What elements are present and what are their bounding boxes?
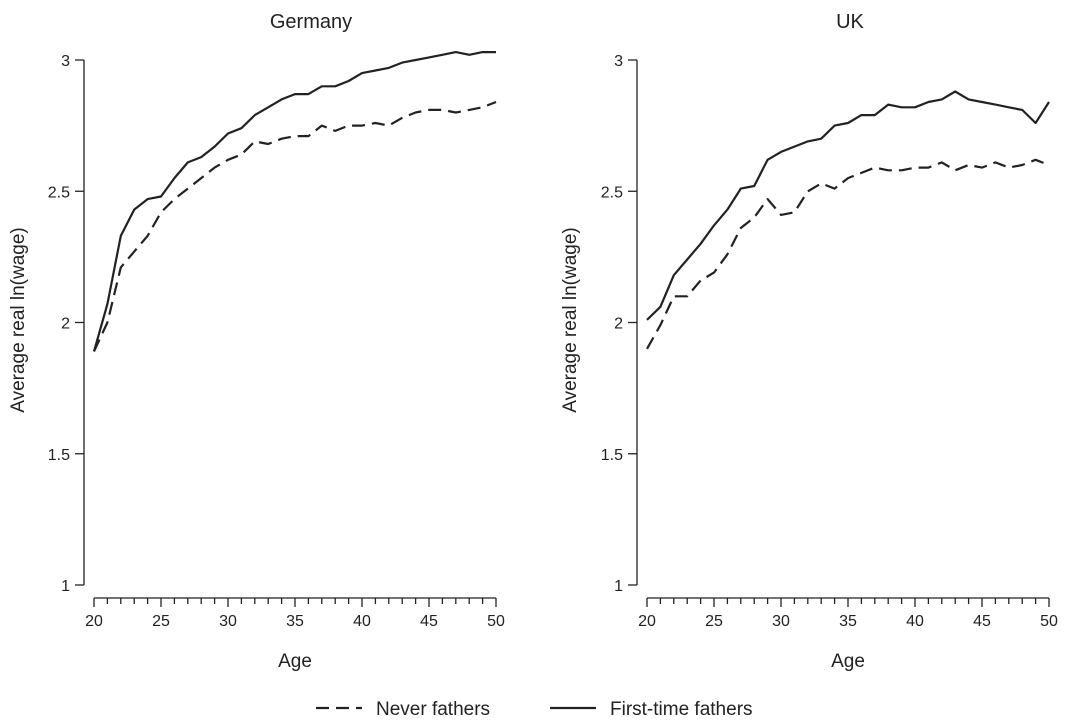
- y-tick-label-germany: 2.5: [48, 184, 70, 201]
- y-tick-label-uk: 1: [614, 578, 623, 595]
- x-axis-label-uk: Age: [831, 651, 865, 672]
- panel-title-uk: UK: [836, 11, 864, 33]
- x-tick-label-germany: 40: [353, 613, 371, 630]
- x-tick-label-uk: 45: [973, 613, 991, 630]
- y-tick-label-germany: 2: [61, 316, 70, 333]
- x-axis-label-germany: Age: [278, 651, 312, 672]
- x-tick-label-germany: 50: [487, 613, 505, 630]
- x-tick-label-uk: 40: [906, 613, 924, 630]
- y-tick-label-uk: 1.5: [601, 447, 623, 464]
- y-tick-label-uk: 2: [614, 316, 623, 333]
- y-axis-label-uk: Average real ln(wage): [560, 227, 581, 413]
- y-tick-label-uk: 3: [614, 53, 623, 70]
- y-tick-label-germany: 1: [61, 578, 70, 595]
- x-tick-label-uk: 35: [839, 613, 857, 630]
- x-tick-label-uk: 50: [1040, 613, 1058, 630]
- panel-germany: Germany 1 1.5 2 2.5 3 20 25 30 35 40 45 50 Age Average…: [8, 11, 505, 672]
- x-tick-label-germany: 25: [152, 613, 170, 630]
- series-line-never-fathers-germany: [93, 100, 497, 352]
- x-tick-label-uk: 30: [772, 613, 790, 630]
- x-tick-label-germany: 20: [85, 613, 103, 630]
- series-line-never-fathers-uk: [646, 158, 1050, 350]
- legend-label-first-time-fathers: First-time fathers: [610, 699, 753, 720]
- y-tick-label-germany: 3: [61, 53, 70, 70]
- panel-title-germany: Germany: [270, 11, 352, 33]
- y-axis-label-germany: Average real ln(wage): [8, 227, 29, 413]
- x-tick-label-germany: 30: [219, 613, 237, 630]
- x-tick-label-germany: 45: [420, 613, 438, 630]
- panel-uk: UK 1 1.5 2 2.5 3 20 25 30 35 40 45 50 Age Average real…: [560, 11, 1058, 672]
- y-tick-label-germany: 1.5: [48, 447, 70, 464]
- x-tick-label-germany: 35: [286, 613, 304, 630]
- series-line-first-time-fathers-germany: [92, 50, 496, 352]
- legend: Never fathers First-time fathers: [316, 699, 753, 720]
- series-line-first-time-fathers-uk: [646, 90, 1050, 321]
- y-tick-label-uk: 2.5: [601, 184, 623, 201]
- x-tick-label-uk: 20: [638, 613, 656, 630]
- x-tick-label-uk: 25: [705, 613, 723, 630]
- legend-label-never-fathers: Never fathers: [376, 699, 490, 720]
